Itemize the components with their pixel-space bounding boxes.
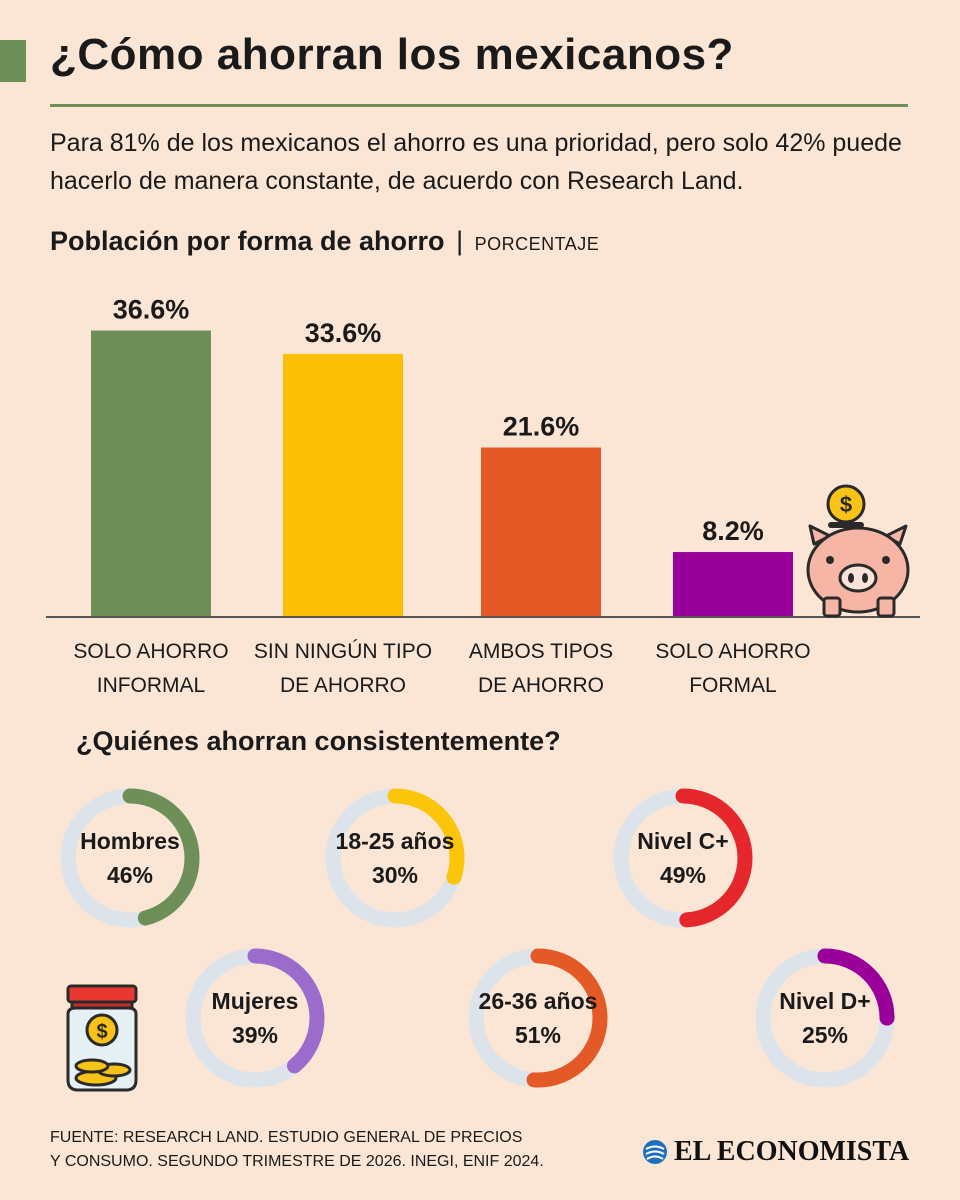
donut-arc-3 bbox=[613, 788, 753, 928]
bar-1 bbox=[91, 330, 211, 616]
title-divider bbox=[50, 104, 908, 107]
bar-2 bbox=[283, 353, 403, 616]
source-note: FUENTE: RESEARCH LAND. ESTUDIO GENERAL D… bbox=[50, 1126, 570, 1174]
donut-value-3: 49% bbox=[659, 862, 707, 888]
bar-chart: 36.6% SOLO AHORRO INFORMAL 33.6% SIN NINGÚN … bbox=[46, 295, 920, 697]
category-label-4-2: FORMAL bbox=[689, 674, 777, 697]
donut-2: 18-25 años 30% bbox=[320, 783, 470, 933]
donut-label-2: 18-25 años bbox=[335, 828, 455, 854]
category-label-3-1: AMBOS TIPOS bbox=[469, 640, 613, 663]
donut-value-2: 30% bbox=[371, 862, 419, 888]
category-label-4-1: SOLO AHORRO bbox=[655, 640, 810, 663]
donut-value-6: 25% bbox=[801, 1022, 849, 1048]
bar-4 bbox=[673, 552, 793, 616]
coin-jar-icon: $ bbox=[66, 984, 138, 1092]
donut-text-5: 26-36 años 51% bbox=[463, 943, 613, 1093]
bar-value-label-4: 8.2% bbox=[702, 516, 764, 546]
donut-label-6: Nivel D+ bbox=[779, 988, 871, 1014]
donut-text-1: Hombres 46% bbox=[55, 783, 205, 933]
donut-section-title: ¿Quiénes ahorran consistentemente? bbox=[76, 726, 561, 756]
bar-chart-title-separator: | bbox=[456, 226, 464, 256]
donut-arc-4 bbox=[185, 948, 325, 1088]
donut-5: 26-36 años 51% bbox=[463, 943, 613, 1093]
bar-value-label-1: 36.6% bbox=[113, 295, 190, 325]
donut-1: Hombres 46% bbox=[55, 783, 205, 933]
svg-text:$: $ bbox=[840, 492, 852, 517]
donut-label-3: Nivel C+ bbox=[637, 828, 729, 854]
page-title: ¿Cómo ahorran los mexicanos? bbox=[50, 30, 734, 79]
donut-arc-5 bbox=[468, 948, 608, 1088]
source-line-2: Y CONSUMO. SEGUNDO TRIMESTRE DE 2026. IN… bbox=[50, 1153, 544, 1170]
donut-3: Nivel C+ 49% bbox=[608, 783, 758, 933]
brand-name: EL ECONOMISTA bbox=[674, 1136, 910, 1167]
piggy-bank-icon: $ bbox=[806, 484, 910, 618]
donut-label-5: 26-36 años bbox=[478, 988, 598, 1014]
category-label-1-1: SOLO AHORRO bbox=[73, 640, 228, 663]
category-label-2-2: DE AHORRO bbox=[280, 674, 406, 697]
donut-label-1: Hombres bbox=[80, 828, 180, 854]
bar-chart-title: Población por forma de ahorro | PORCENTA… bbox=[50, 226, 599, 257]
donut-text-6: Nivel D+ 25% bbox=[750, 943, 900, 1093]
donut-value-4: 39% bbox=[231, 1022, 279, 1048]
donut-value-1: 46% bbox=[106, 862, 154, 888]
svg-text:$: $ bbox=[96, 1021, 107, 1043]
bar-value-label-2: 33.6% bbox=[305, 318, 382, 348]
category-label-1-2: INFORMAL bbox=[97, 674, 206, 697]
bar-chart-title-text: Población por forma de ahorro bbox=[50, 226, 445, 256]
bar-value-label-3: 21.6% bbox=[503, 412, 580, 442]
donut-arc-2 bbox=[325, 788, 465, 928]
category-label-2-1: SIN NINGÚN TIPO bbox=[254, 640, 432, 663]
donut-arc-6 bbox=[755, 948, 895, 1088]
donut-text-4: Mujeres 39% bbox=[180, 943, 330, 1093]
el-economista-logo-icon bbox=[643, 1140, 667, 1164]
source-line-1: FUENTE: RESEARCH LAND. ESTUDIO GENERAL D… bbox=[50, 1129, 523, 1146]
donut-label-4: Mujeres bbox=[211, 988, 299, 1014]
donut-text-3: Nivel C+ 49% bbox=[608, 783, 758, 933]
donut-arc-1 bbox=[60, 788, 200, 928]
bar-3 bbox=[481, 447, 601, 616]
bar-chart-unit: PORCENTAJE bbox=[474, 234, 600, 254]
page-subtitle: Para 81% de los mexicanos el ahorro es u… bbox=[50, 129, 902, 195]
donut-text-2: 18-25 años 30% bbox=[320, 783, 470, 933]
donut-value-5: 51% bbox=[514, 1022, 562, 1048]
donut-4: Mujeres 39% bbox=[180, 943, 330, 1093]
category-label-3-2: DE AHORRO bbox=[478, 674, 604, 697]
brand-logo: EL ECONOMISTA bbox=[642, 1136, 909, 1168]
donut-6: Nivel D+ 25% bbox=[750, 943, 900, 1093]
title-accent-bar bbox=[0, 40, 26, 82]
